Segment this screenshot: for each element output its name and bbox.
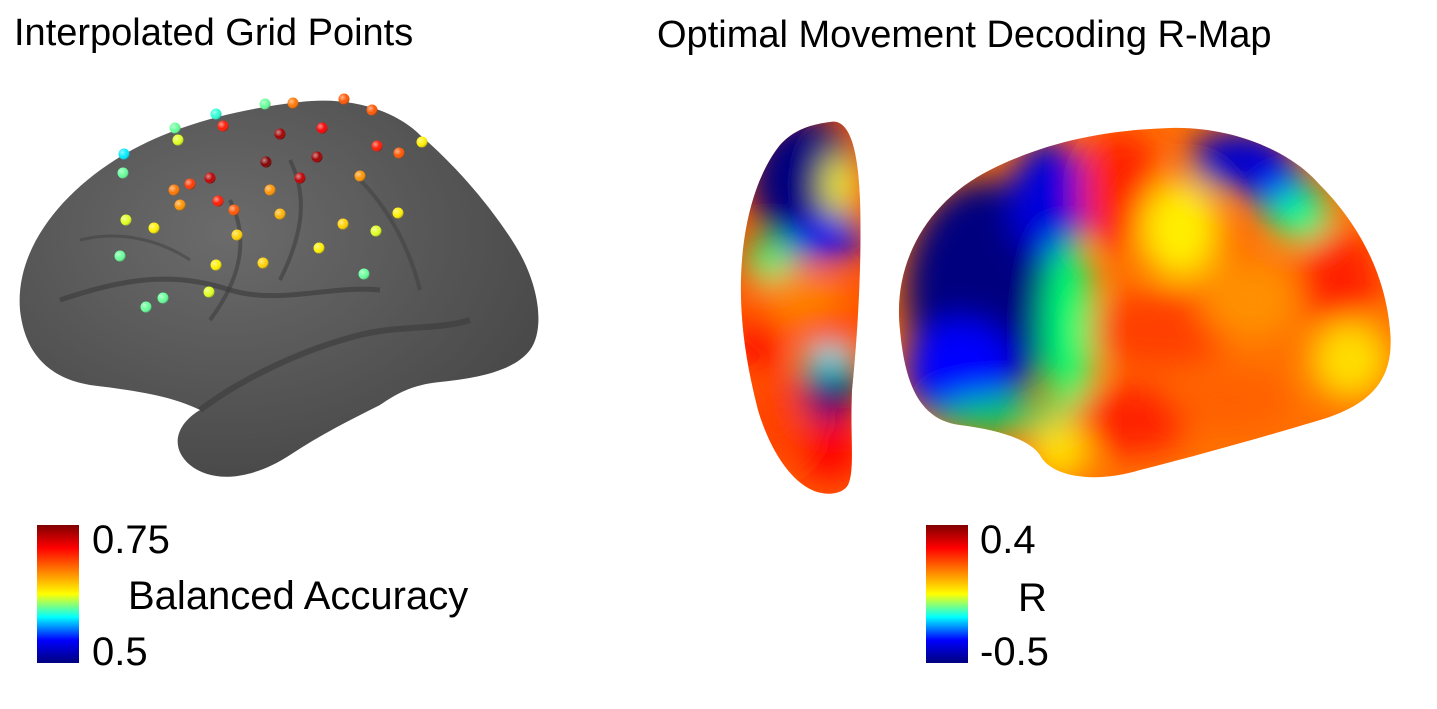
grid-point-shading [257, 257, 269, 269]
grid-point-shading [316, 122, 328, 134]
grid-point-shading [337, 218, 349, 230]
left-colorbar-title: Balanced Accuracy [128, 574, 469, 618]
grid-points [114, 93, 428, 313]
grid-point-shading [392, 207, 404, 219]
grid-point-shading [260, 156, 272, 168]
grid-point-shading [274, 128, 286, 140]
grid-point-shading [210, 108, 222, 120]
grid-point-shading [274, 208, 286, 220]
grid-point-shading [370, 225, 382, 237]
grid-point-shading [264, 184, 276, 196]
grid-point-shading [120, 214, 132, 226]
left-colorbar-max-label: 0.75 [92, 518, 170, 562]
grid-point-shading [228, 204, 240, 216]
grid-point-shading [184, 178, 196, 190]
grid-point-shading [231, 229, 243, 241]
grid-point-shading [168, 184, 180, 196]
grid-point-shading [203, 286, 215, 298]
grid-point-shading [169, 122, 181, 134]
grid-point-shading [416, 136, 428, 148]
right-panel-title: Optimal Movement Decoding R-Map [657, 14, 1272, 56]
grid-point-shading [174, 199, 186, 211]
grid-point-shading [338, 93, 350, 105]
left-colorbar [37, 525, 79, 663]
left-colorbar-gradient [37, 525, 79, 663]
grid-point-shading [114, 250, 126, 262]
right-colorbar [926, 525, 968, 663]
grid-point-shading [118, 148, 130, 160]
frontal-view-map [740, 121, 861, 494]
right-colorbar-min-label: -0.5 [980, 630, 1049, 674]
left-brain-surface [19, 100, 539, 477]
grid-point-shading [204, 172, 216, 184]
grid-point-shading [157, 292, 169, 304]
grid-point-shading [140, 301, 152, 313]
grid-point-shading [311, 151, 323, 163]
right-colorbar-title: R [1018, 576, 1047, 620]
grid-point-shading [210, 259, 222, 271]
grid-point-shading [172, 134, 184, 146]
grid-point-shading [294, 172, 306, 184]
lateral-view-map [898, 127, 1391, 478]
grid-point-shading [366, 104, 378, 116]
grid-point-shading [217, 120, 229, 132]
grid-point-shading [313, 242, 325, 254]
grid-point-shading [117, 167, 129, 179]
left-colorbar-min-label: 0.5 [92, 630, 148, 674]
grid-point-shading [371, 140, 383, 152]
grid-point-shading [354, 170, 366, 182]
grid-point-shading [212, 195, 224, 207]
right-colorbar-gradient [926, 525, 968, 663]
grid-point-shading [148, 222, 160, 234]
grid-point-shading [287, 97, 299, 109]
grid-point-shading [259, 98, 271, 110]
grid-point-shading [358, 268, 370, 280]
left-panel-title: Interpolated Grid Points [14, 12, 414, 54]
grid-point-shading [393, 147, 405, 159]
right-colorbar-max-label: 0.4 [980, 518, 1036, 562]
